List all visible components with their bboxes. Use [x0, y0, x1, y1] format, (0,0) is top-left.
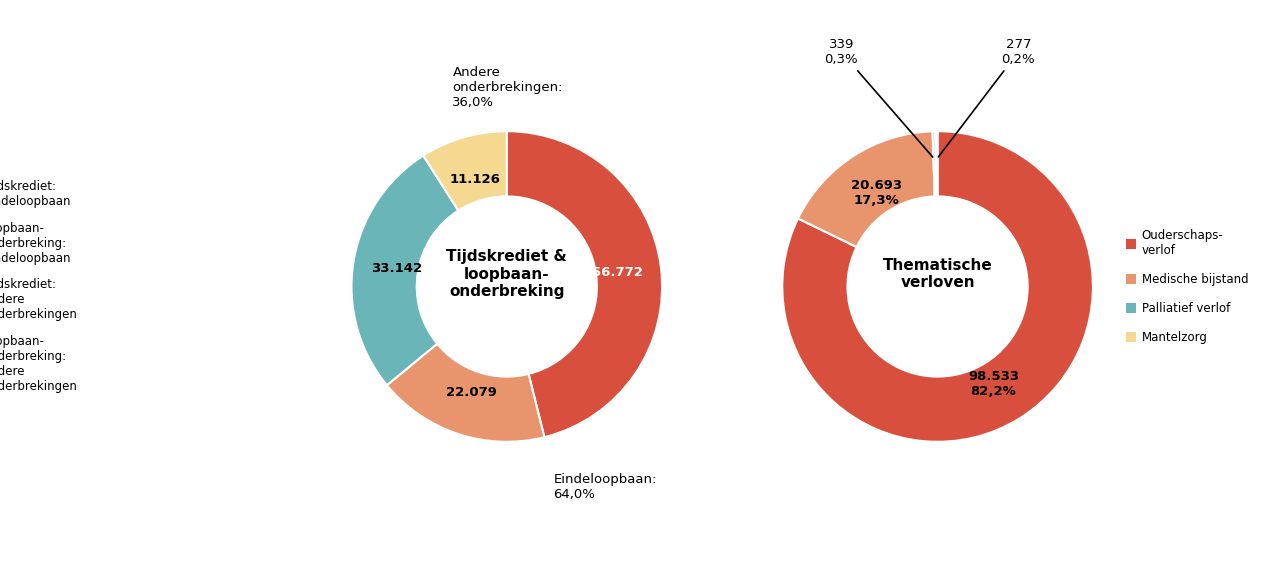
Text: 56.772: 56.772 — [593, 266, 644, 280]
Text: 33.142: 33.142 — [371, 262, 422, 276]
Text: 277
0,2%: 277 0,2% — [939, 38, 1035, 157]
Text: 98.533
82,2%: 98.533 82,2% — [968, 370, 1019, 398]
Text: 20.693
17,3%: 20.693 17,3% — [851, 179, 902, 207]
Text: Eindeloopbaan:
64,0%: Eindeloopbaan: 64,0% — [554, 473, 656, 501]
Text: 11.126: 11.126 — [450, 172, 500, 186]
Text: Thematische
verloven: Thematische verloven — [883, 258, 992, 291]
Wedge shape — [933, 131, 936, 197]
Wedge shape — [423, 131, 507, 210]
Wedge shape — [386, 344, 545, 442]
Wedge shape — [935, 131, 938, 197]
Wedge shape — [782, 131, 1093, 442]
Text: Tijdskrediet &
loopbaan-
onderbreking: Tijdskrediet & loopbaan- onderbreking — [446, 249, 568, 299]
Wedge shape — [351, 155, 459, 385]
Text: 22.079: 22.079 — [446, 386, 497, 399]
Wedge shape — [507, 131, 663, 437]
Legend: Ouderschaps-
verlof, Medische bijstand, Palliatief verlof, Mantelzorg: Ouderschaps- verlof, Medische bijstand, … — [1126, 229, 1248, 344]
Text: Andere
onderbrekingen:
36,0%: Andere onderbrekingen: 36,0% — [452, 66, 563, 109]
Wedge shape — [798, 131, 935, 247]
Text: 339
0,3%: 339 0,3% — [825, 38, 933, 157]
Legend: Tijdskrediet:
eindeloopbaan, Loopbaan-
onderbreking:
eindeloopbaan, Tijdskrediet: Tijdskrediet: eindeloopbaan, Loopbaan- o… — [0, 180, 77, 393]
